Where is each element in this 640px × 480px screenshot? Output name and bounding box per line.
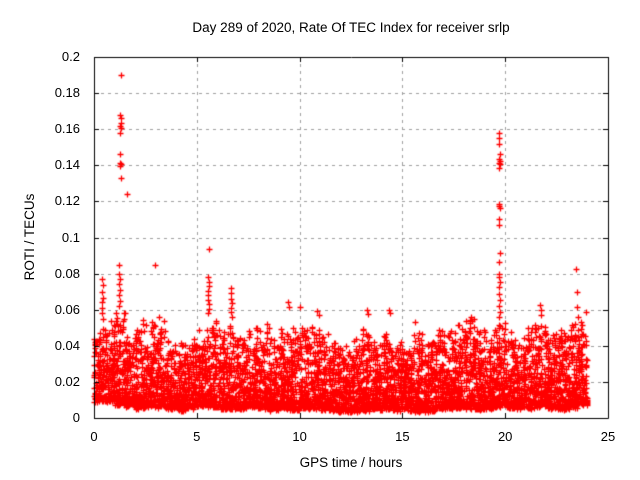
- x-tick-label: 0: [90, 429, 98, 444]
- y-tick-label: 0.2: [61, 49, 80, 64]
- y-tick-label: 0.08: [54, 265, 80, 281]
- y-tick-label: 0.12: [54, 193, 80, 209]
- y-tick-label: 0.1: [61, 229, 80, 245]
- x-tick-label: 25: [600, 429, 616, 444]
- x-tick-label: 5: [193, 429, 201, 444]
- x-tick-label: 15: [395, 429, 410, 444]
- y-tick-label: 0.04: [54, 337, 80, 353]
- y-tick-label: 0: [72, 410, 80, 425]
- y-tick-label: 0.14: [54, 157, 80, 173]
- x-axis-label: GPS time / hours: [299, 455, 403, 470]
- chart-title: Day 289 of 2020, Rate Of TEC Index for r…: [192, 20, 510, 35]
- x-tick-label: 10: [292, 429, 307, 444]
- y-tick-label: 0.16: [54, 121, 80, 137]
- y-tick-label: 0.02: [54, 373, 80, 389]
- x-tick-label: 20: [497, 429, 513, 444]
- y-tick-label: 0.18: [54, 85, 80, 101]
- y-tick-label: 0.06: [54, 301, 80, 317]
